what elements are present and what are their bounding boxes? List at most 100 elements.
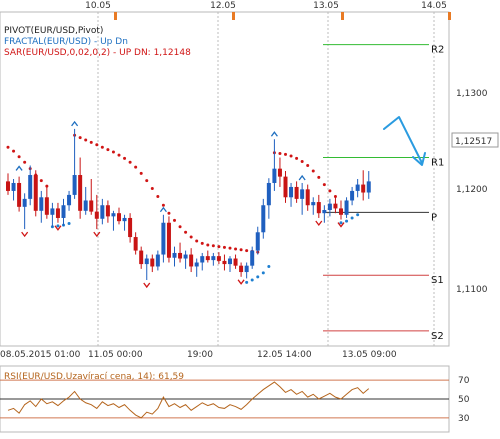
fractal-down-marker [143,282,151,289]
top-axis: 10.05 12.05 13.05 14.05 [85,1,451,20]
candle-body [294,186,299,199]
sar-dot-down [356,213,360,217]
fractal-up-marker [159,206,167,213]
sar-dot-up [12,149,16,153]
fractal-up-marker [15,165,23,171]
sar-dot-up [156,194,160,198]
candle-body [305,189,310,206]
sar-dot-up [128,160,132,164]
time-axis-label: 13.05 09:00 [342,350,397,360]
candle-body [89,200,94,212]
sar-dot-down [339,221,343,225]
candle-body [211,256,216,261]
fractal-down-marker [93,231,101,238]
rsi-indicator: 70 50 30 [0,376,470,424]
sar-dot-up [211,244,215,248]
candle-body [244,265,249,273]
candle-body [133,237,138,251]
time-axis-label: 11.05 00:00 [88,350,143,360]
legend: PIVOT(EUR/USD,Pivot) FRACTAL(EUR/USD) - … [4,26,191,58]
sar-dot-up [333,194,337,198]
candle-body [44,197,49,215]
fractal-down-marker [315,220,323,227]
sar-dot-up [17,155,21,159]
candle-body [300,189,305,199]
candle-body [83,200,88,211]
price-tick-label: 1,1200 [456,185,488,195]
sar-dot-up [278,152,282,156]
candle-body [78,175,83,211]
candle-body [189,254,194,267]
sar-dot-up [289,154,293,158]
candle-body [322,210,327,214]
sar-dot-up [78,136,82,140]
candle-body [200,256,205,263]
candle-body [94,211,99,219]
candle-body [128,217,133,238]
sar-dot-up [245,249,249,253]
sar-dot-up [295,156,299,160]
price-tick-label: 1,1300 [456,89,488,99]
sar-dot-down [345,219,349,223]
fractal-up-marker [71,120,79,127]
candle-body [11,182,16,191]
sar-dot-up [189,235,193,239]
sar-dot-up [206,243,210,247]
sar-dot-up [222,245,226,249]
sar-dot-up [45,184,49,188]
candle-body [155,254,160,267]
candle-body [50,208,55,215]
sar-dot-up [6,145,10,149]
candle-body [39,197,44,211]
sar-dot-up [328,189,332,193]
candle-body [344,200,349,215]
sar-dot-up [195,239,199,243]
top-axis-label: 12.05 [210,1,236,11]
sar-dot-down [245,280,249,284]
candle-body [28,175,33,199]
price-tick-label: 1,1100 [456,285,488,295]
top-axis-label: 13.05 [313,1,339,11]
candle-body [178,252,183,259]
sar-dot-up [300,160,304,164]
rsi-level-label: 50 [458,395,470,405]
candle-body [366,181,371,193]
candle-body [216,256,221,261]
candle-body [272,168,277,183]
pivot-label-p: P [431,212,437,223]
sar-dot-up [139,171,143,175]
sar-dot-up [123,156,127,160]
candle-body [233,258,238,266]
fractal-down-marker [237,279,245,285]
candle-body [67,194,72,206]
candle-body [194,262,199,267]
pivot-label-s2: S2 [431,331,444,342]
sar-dot-up [117,153,121,157]
sar-dot-up [95,143,99,147]
candle-body [205,256,210,261]
candle-body [311,202,316,206]
candle-body [111,213,116,217]
sar-dot-up [150,187,154,191]
fractal-up-marker [270,131,278,137]
top-axis-label: 14.05 [421,1,447,11]
candle-body [105,205,110,217]
sar-dot-up [167,211,171,215]
sar-dot-up [178,225,182,229]
rsi-label: RSI(EUR/USD.Uzavírací cena, 14): 61,59 [4,372,184,382]
pivot-label-r2: R2 [431,45,444,56]
candle-body [283,176,288,198]
rsi-level-label: 70 [458,376,470,386]
sar-dot-up [239,248,243,252]
candle-body [22,198,27,207]
sar-dot-up [89,140,93,144]
sar-dot-up [134,165,138,169]
sar-dot-up [317,175,321,179]
sar-dot-up [145,179,149,183]
candle-body [327,203,332,211]
candle-body [289,186,294,198]
sar-dot-up [161,203,165,207]
sar-dot-up [100,145,104,149]
fractal-down-marker [21,231,29,238]
fractal-down-marker [54,225,62,231]
